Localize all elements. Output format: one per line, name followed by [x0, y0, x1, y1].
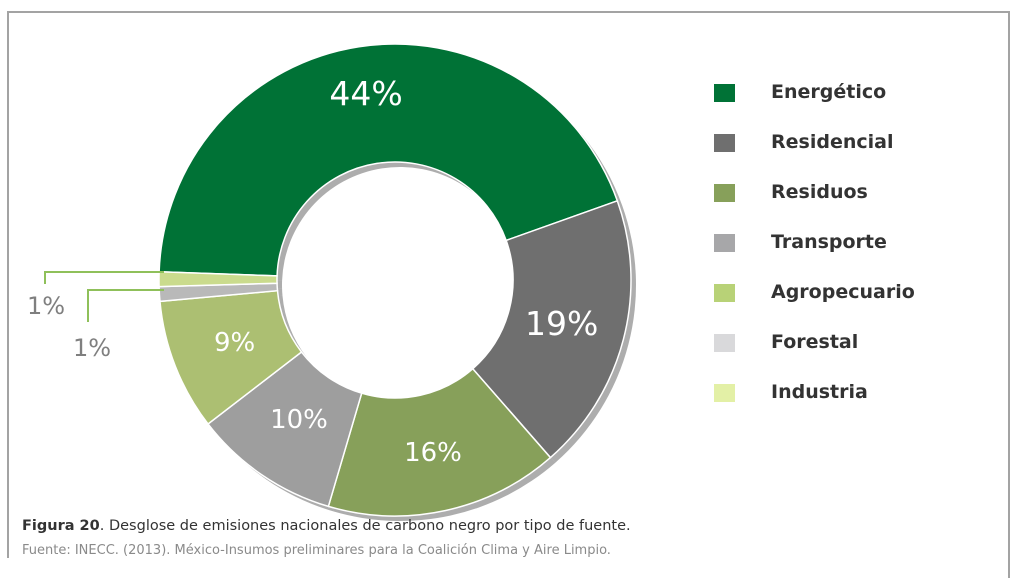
data-label-forestal: 1%	[73, 334, 111, 362]
legend-swatch-transporte	[714, 234, 735, 252]
figure-frame-left-border	[7, 11, 9, 558]
figure-frame	[7, 11, 1010, 578]
data-label-energetico: 44%	[329, 74, 402, 113]
legend-item-industria: Industria	[714, 378, 974, 406]
data-label-industria: 1%	[27, 292, 65, 320]
legend-label-agropecuario: Agropecuario	[771, 281, 915, 303]
leader-lines	[44, 271, 164, 322]
figure-caption: Figura 20. Desglose de emisiones naciona…	[22, 518, 631, 534]
data-label-residuos: 16%	[404, 438, 462, 468]
slice-energetico	[158, 43, 619, 277]
legend-label-forestal: Forestal	[771, 331, 859, 353]
data-label-agropecuario: 9%	[214, 328, 255, 358]
leader-line-forestal	[87, 289, 164, 322]
slice-residuos	[327, 367, 552, 517]
slice-industria	[158, 270, 278, 288]
legend-item-energetico: Energético	[714, 78, 974, 106]
data-label-transporte: 10%	[270, 405, 328, 435]
figure-source: Fuente: INECC. (2013). México-Insumos pr…	[22, 543, 611, 558]
legend-swatch-forestal	[714, 334, 735, 352]
legend-label-industria: Industria	[771, 381, 868, 403]
donut-slices	[158, 43, 632, 517]
figure-caption-text: . Desglose de emisiones nacionales de ca…	[99, 518, 631, 534]
legend-swatch-industria	[714, 384, 735, 402]
leader-line-industria	[44, 271, 164, 284]
legend-swatch-residencial	[714, 134, 735, 152]
legend-swatch-agropecuario	[714, 284, 735, 302]
legend-item-forestal: Forestal	[714, 328, 974, 356]
legend-item-transporte: Transporte	[714, 228, 974, 256]
legend-item-residencial: Residencial	[714, 128, 974, 156]
legend-label-residuos: Residuos	[771, 181, 868, 203]
legend-item-residuos: Residuos	[714, 178, 974, 206]
data-label-residencial: 19%	[525, 304, 598, 343]
legend-label-residencial: Residencial	[771, 131, 894, 153]
slice-residencial	[471, 199, 632, 459]
legend-swatch-energetico	[714, 84, 735, 102]
data-labels: 44% 19% 16% 10% 9% 1% 1%	[27, 74, 598, 468]
legend-label-energetico: Energético	[771, 81, 887, 103]
legend-item-agropecuario: Agropecuario	[714, 278, 974, 306]
legend-label-transporte: Transporte	[771, 231, 887, 253]
figure-label: Figura 20	[22, 518, 100, 534]
legend-swatch-residuos	[714, 184, 735, 202]
